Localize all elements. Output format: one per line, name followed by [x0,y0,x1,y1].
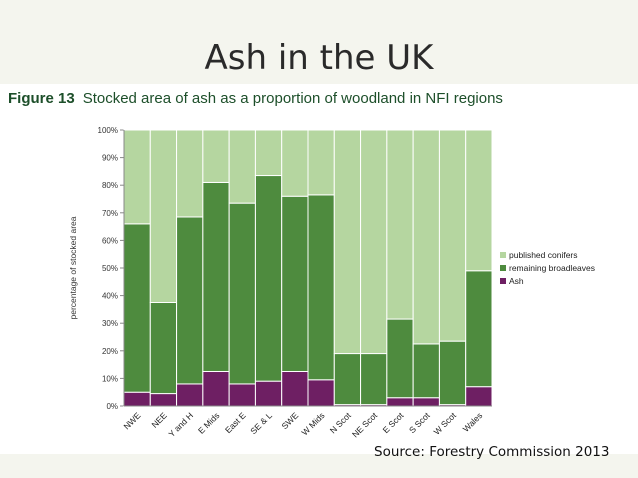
bar-segment-broadleaves [333,353,362,406]
bar-segment-broadleaves [281,195,309,372]
legend-label: remaining broadleaves [509,263,595,273]
x-tick-label: NE Scot [350,410,380,440]
figure-caption: Figure 13 Stocked area of ash as a propor… [8,90,503,107]
bar-segment-ash [149,393,178,407]
bar-segment-ash [412,397,440,407]
source-note: Source: Forestry Commission 2013 [374,444,610,460]
bar-segment-conifers [281,129,309,197]
bar-segment-conifers [386,129,414,320]
bar-segment-broadleaves [149,302,178,395]
bar-segment-ash [228,383,256,407]
figure-number: Figure 13 [8,90,75,107]
bar-segment-broadleaves [176,216,204,385]
x-tick-label: W Scot [432,410,459,437]
x-tick-label: NEE [149,410,169,430]
x-tick-label: E Scot [381,410,406,435]
bar-segment-broadleaves [228,202,256,385]
bar-segment-ash [386,397,414,407]
bar-segment-conifers [307,129,335,196]
bar-segment-conifers [465,129,493,272]
y-tick-label: 50% [102,264,118,273]
y-tick-label: 70% [102,209,118,218]
x-tick-label: SWE [280,410,301,431]
y-axis-title: percentage of stocked area [68,216,78,319]
bar-segment-ash [465,386,493,407]
x-tick-label: SE & L [248,410,274,436]
bar-segment-conifers [438,129,467,342]
y-tick-label: 10% [102,374,118,383]
x-tick-label: E Mids [196,410,221,435]
bar-segment-broadleaves [123,223,151,393]
bar-segment-conifers [360,129,388,355]
bar-segment-conifers [123,129,151,225]
bar-segment-ash [202,371,230,407]
legend-swatch [500,278,506,284]
y-tick-label: 80% [102,181,118,190]
bar-segment-broadleaves [254,175,283,382]
bar-segment-ash [254,380,283,407]
y-tick-label: 20% [102,347,118,356]
bar-segment-conifers [254,129,283,177]
y-tick-label: 40% [102,292,118,301]
bar-segment-broadleaves [386,318,414,399]
bar-segment-ash [307,379,335,407]
y-tick-label: 60% [102,236,118,245]
x-tick-label: S Scot [407,410,432,435]
figure-caption-text: Stocked area of ash as a proportion of w… [82,90,503,107]
bar-segment-conifers [202,129,230,183]
legend-swatch [500,252,506,258]
y-tick-label: 90% [102,154,118,163]
bar-segment-ash [123,391,151,407]
x-tick-label: Y and H [166,410,195,439]
bar-segment-broadleaves [202,181,230,372]
bar-segment-broadleaves [438,340,467,406]
x-tick-label: Wales [461,410,485,434]
y-tick-label: 100% [98,126,118,135]
legend-swatch [500,265,506,271]
bar-segment-conifers [149,129,178,303]
legend-label: published conifers [509,250,578,260]
legend-label: Ash [509,276,524,286]
bar-segment-broadleaves [465,270,493,388]
x-tick-label: W Mids [299,410,326,437]
bar-segment-broadleaves [412,343,440,399]
slide-title: Ash in the UK [204,38,434,78]
bar-segment-conifers [176,129,204,218]
y-tick-label: 30% [102,319,118,328]
bar-segment-ash [176,383,204,407]
bar-segment-conifers [228,129,256,204]
bar-segment-conifers [333,129,362,355]
bar-segment-broadleaves [307,194,335,381]
x-tick-label: NWE [121,410,142,431]
bar-segment-ash [281,371,309,407]
bar-segment-broadleaves [360,353,388,406]
bar-segment-conifers [412,129,440,345]
y-tick-label: 0% [106,402,118,411]
x-tick-label: East E [223,410,248,435]
